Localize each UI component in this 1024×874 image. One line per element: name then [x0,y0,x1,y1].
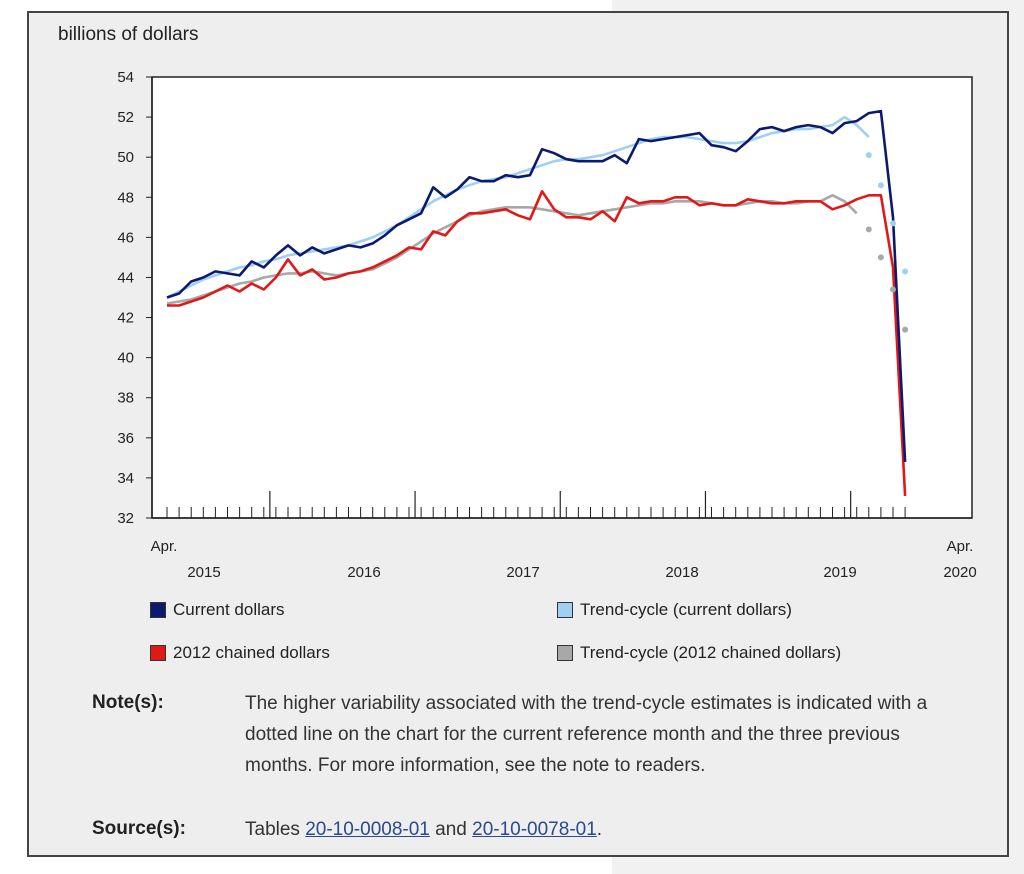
legend-label-current-dollars: Current dollars [173,600,285,619]
y-tick-label: 42 [117,310,134,327]
legend-item-trend-current: Trend-cycle (current dollars) [557,600,792,620]
x-tick-label-year: 2017 [506,564,539,581]
legend-swatch-trend-chained [557,645,573,661]
series-2012-chained-dollars-line [167,190,907,496]
series-trend-cycle-current-dollars-line [166,115,870,299]
series-current-dollars-line [166,109,907,462]
source-prefix: Tables [245,819,306,840]
series-trend-cycle-2012-chained-dollars-line [166,194,858,305]
source-mid: and [429,819,473,840]
legend-swatch-trend-current [557,602,573,618]
x-tick-label-year: 2018 [665,564,698,581]
y-tick-label: 46 [117,229,134,246]
source-link-table-1[interactable]: 20-10-0008-01 [305,819,430,840]
x-tick-label-year: 2020 [943,564,976,581]
series-trend-cycle-current-dollars-dotted-point [902,268,909,275]
x-tick-label-year: 2019 [823,564,856,581]
series-trend-cycle-2012-chained-dollars-dotted-point [890,286,896,293]
source-suffix: . [596,819,603,840]
series-trend-cycle-current-dollars-dotted-point [865,152,872,159]
legend-label-trend-chained: Trend-cycle (2012 chained dollars) [580,643,842,662]
legend-label-trend-current: Trend-cycle (current dollars) [580,600,792,619]
legend-item-chained-dollars: 2012 chained dollars [150,643,330,663]
legend-item-current-dollars: Current dollars [150,600,285,620]
y-tick-label: 36 [117,430,134,447]
page-margin-left [0,0,28,874]
y-axis-unit-label: billions of dollars [58,24,199,45]
series-trend-cycle-current-dollars-dotted-point [890,220,896,227]
legend-label-chained-dollars: 2012 chained dollars [173,643,330,662]
source-text: Tables 20-10-0008-01 and 20-10-0078-01. [245,814,945,845]
note-text: The higher variability associated with t… [245,693,928,776]
y-tick-label: 40 [117,350,134,367]
x-tick-label-year: 2015 [187,564,220,581]
y-tick-label: 52 [117,109,134,126]
y-tick-label: 32 [117,510,134,527]
x-tick-label-month: Apr. [151,538,178,555]
x-tick-label-month: Apr. [947,538,974,555]
legend-swatch-current-dollars [150,602,166,618]
y-tick-label: 34 [117,470,134,487]
legend-item-trend-chained: Trend-cycle (2012 chained dollars) [557,643,841,663]
plot-area [151,76,973,519]
series-trend-cycle-2012-chained-dollars-dotted-point [877,254,884,261]
y-tick-label: 48 [117,189,134,206]
series-trend-cycle-2012-chained-dollars-dotted-point [865,226,872,233]
source-link-table-2[interactable]: 20-10-0078-01 [472,819,597,840]
series-trend-cycle-current-dollars-dotted-point [877,182,884,189]
x-tick-label-year: 2016 [347,564,380,581]
y-tick-label: 38 [117,390,134,407]
y-tick-label: 44 [117,269,134,286]
y-tick-label: 50 [117,149,134,166]
y-tick-label: 54 [117,69,134,86]
source-label: Source(s): [92,818,186,839]
series-trend-cycle-2012-chained-dollars-dotted-point [902,326,909,333]
note-label: Note(s): [92,692,164,713]
legend-swatch-chained-dollars [150,645,166,661]
